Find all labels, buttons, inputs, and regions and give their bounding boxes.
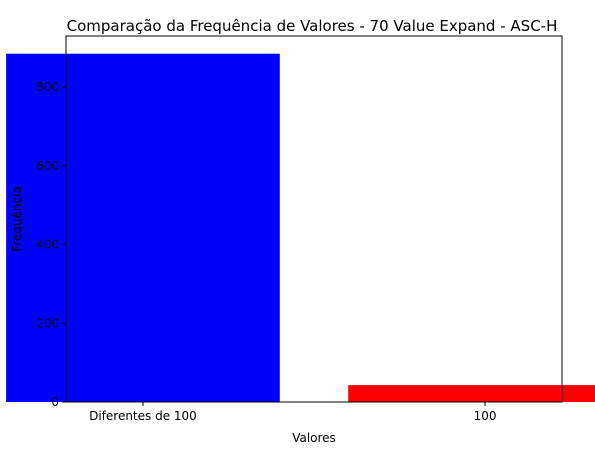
- plot-frame: [65, 35, 563, 403]
- x-axis: Diferentes de 100 100: [89, 402, 496, 423]
- y-tick-label: 0: [51, 395, 59, 409]
- x-axis-label: Valores: [292, 431, 336, 445]
- y-tick-label: 400: [36, 238, 59, 252]
- y-axis: 0 200 400 600 800: [36, 80, 66, 409]
- y-tick-label: 600: [36, 159, 59, 173]
- chart-title: Comparação da Frequência de Valores - 70…: [67, 17, 558, 35]
- x-tick-label: Diferentes de 100: [89, 409, 197, 423]
- bars-group: [6, 53, 595, 402]
- bar-1: [6, 53, 280, 402]
- bar-2: [348, 385, 595, 402]
- y-axis-label: Frequência: [10, 186, 24, 252]
- y-tick-label: 200: [36, 316, 59, 330]
- y-tick-label: 800: [36, 80, 59, 94]
- x-tick-label: 100: [474, 409, 497, 423]
